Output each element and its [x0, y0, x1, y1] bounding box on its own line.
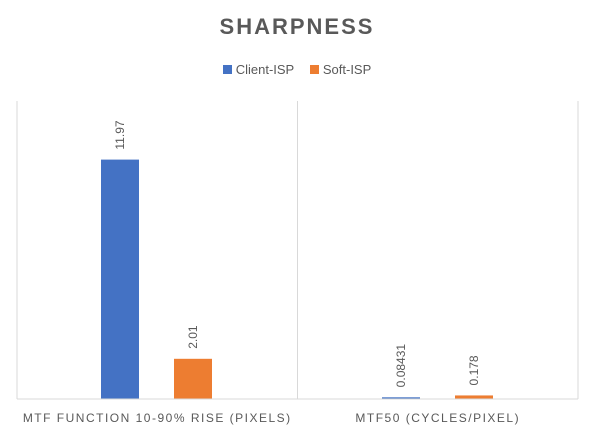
data-label-client-isp-0: 11.97 [113, 120, 127, 149]
bar-client-isp-0 [101, 159, 139, 399]
category-label-0: MTF FUNCTION 10-90% RISE (PIXELS) [23, 411, 292, 425]
data-label-client-isp-1: 0.08431 [394, 344, 408, 388]
data-label-soft-isp-0: 2.01 [186, 325, 200, 349]
legend: Client-ISP Soft-ISP [0, 62, 594, 77]
legend-item-soft-isp: Soft-ISP [309, 62, 372, 77]
bar-client-isp-1 [382, 397, 420, 399]
category-label-1: MTF50 (CYCLES/PIXEL) [355, 411, 520, 425]
chart-title: SHARPNESS [219, 14, 375, 39]
legend-swatch-client-isp [222, 65, 232, 74]
legend-label-client-isp: Client-ISP [235, 62, 295, 77]
legend-label-soft-isp: Soft-ISP [322, 62, 372, 77]
bar-soft-isp-0 [174, 358, 212, 399]
data-label-soft-isp-1: 0.178 [467, 355, 481, 385]
legend-item-client-isp: Client-ISP [222, 62, 295, 77]
legend-swatch-soft-isp [309, 65, 319, 74]
bar-soft-isp-1 [455, 395, 493, 399]
